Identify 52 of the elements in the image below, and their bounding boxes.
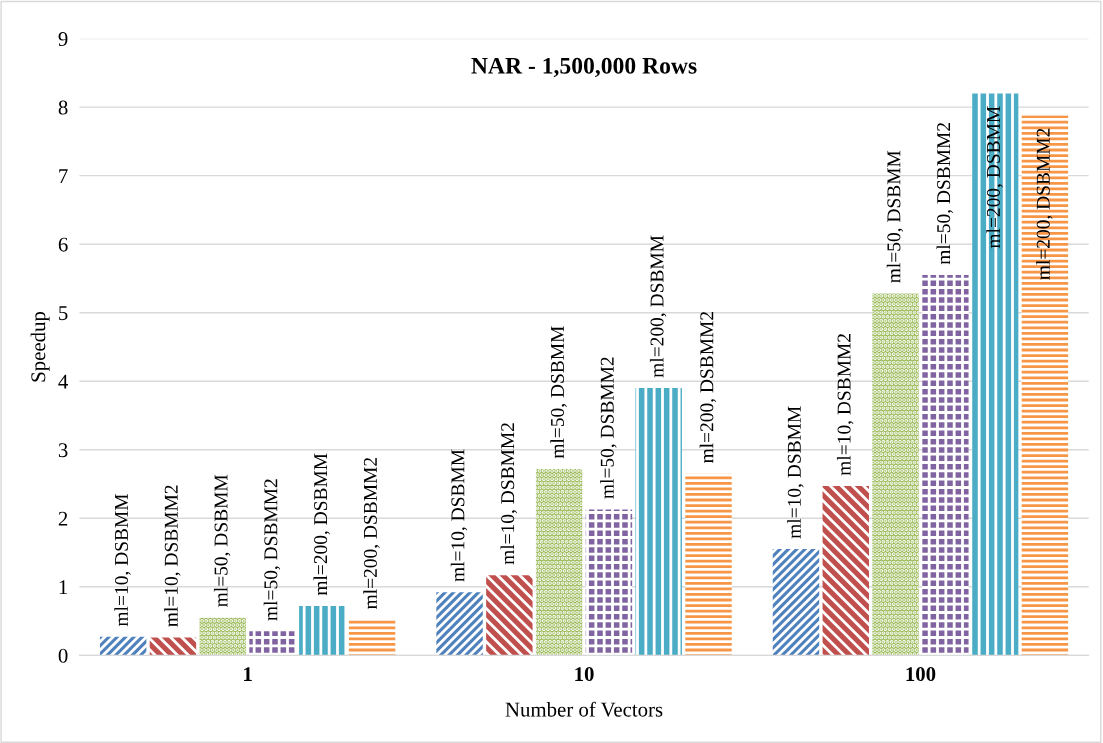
text: ml=50, DSBMM2	[263, 479, 281, 621]
text: ml=50, DSBMM2	[936, 123, 954, 265]
bar	[486, 575, 533, 656]
x-tick-label: 1	[244, 667, 252, 681]
text: ml=50, DSBMM	[213, 474, 231, 607]
text: ml=200, DSBMM2	[363, 457, 380, 610]
y-tick-label: 0	[58, 648, 68, 663]
y-tick-label: 5	[59, 306, 68, 321]
bar	[822, 486, 869, 656]
y-tick-label: 3	[58, 443, 68, 458]
text: ml=50, DSBMM	[886, 150, 904, 283]
bar	[99, 636, 147, 656]
text: NAR - 1,500,000 Rows	[471, 57, 697, 78]
text: ml=50, DSBMM	[550, 326, 567, 459]
text: ml=10, DSBMM2	[836, 334, 854, 476]
text: ml=10, DSBMM2	[164, 485, 181, 627]
text: ml=200, DSBMM	[649, 235, 667, 378]
text: ml=200, DSBMM2	[1036, 128, 1053, 280]
text: ml=10, DSBMM	[114, 494, 131, 627]
bar	[971, 93, 1019, 656]
text: ml=10, DSBMM	[450, 449, 468, 582]
y-tick-label: 2	[58, 511, 68, 526]
bar	[1021, 115, 1069, 656]
bar	[299, 605, 346, 656]
text: ml=200, DSBMM	[986, 106, 1003, 249]
bar	[348, 619, 396, 656]
y-axis-title: Speedup	[30, 311, 50, 382]
bar	[436, 592, 483, 656]
bar	[872, 293, 919, 656]
y-tick-label: 1	[59, 580, 68, 595]
bar	[922, 275, 969, 656]
y-tick-label: 4	[58, 374, 68, 389]
text: ml=50, DSBMM2	[600, 357, 617, 499]
y-tick-label: 9	[58, 32, 68, 47]
bar	[772, 549, 820, 656]
x-tick-label: 100	[906, 667, 936, 682]
y-tick-label: 8	[58, 100, 68, 115]
bar	[199, 617, 246, 656]
y-tick-label: 6	[58, 237, 68, 252]
y-tick-label: 7	[59, 169, 68, 183]
bar	[149, 637, 197, 656]
bar	[685, 473, 732, 656]
bar	[635, 388, 682, 656]
text: ml=200, DSBMM	[313, 453, 330, 596]
x-tick-label: 10	[575, 667, 594, 682]
text: ml=10, DSBMM2	[500, 423, 518, 565]
bar	[249, 631, 296, 656]
text: ml=10, DSBMM	[787, 406, 804, 539]
x-axis-title: Number of Vectors	[505, 701, 663, 717]
bar	[535, 468, 583, 656]
text: ml=200, DSBMM2	[699, 312, 717, 464]
bar	[585, 509, 633, 656]
